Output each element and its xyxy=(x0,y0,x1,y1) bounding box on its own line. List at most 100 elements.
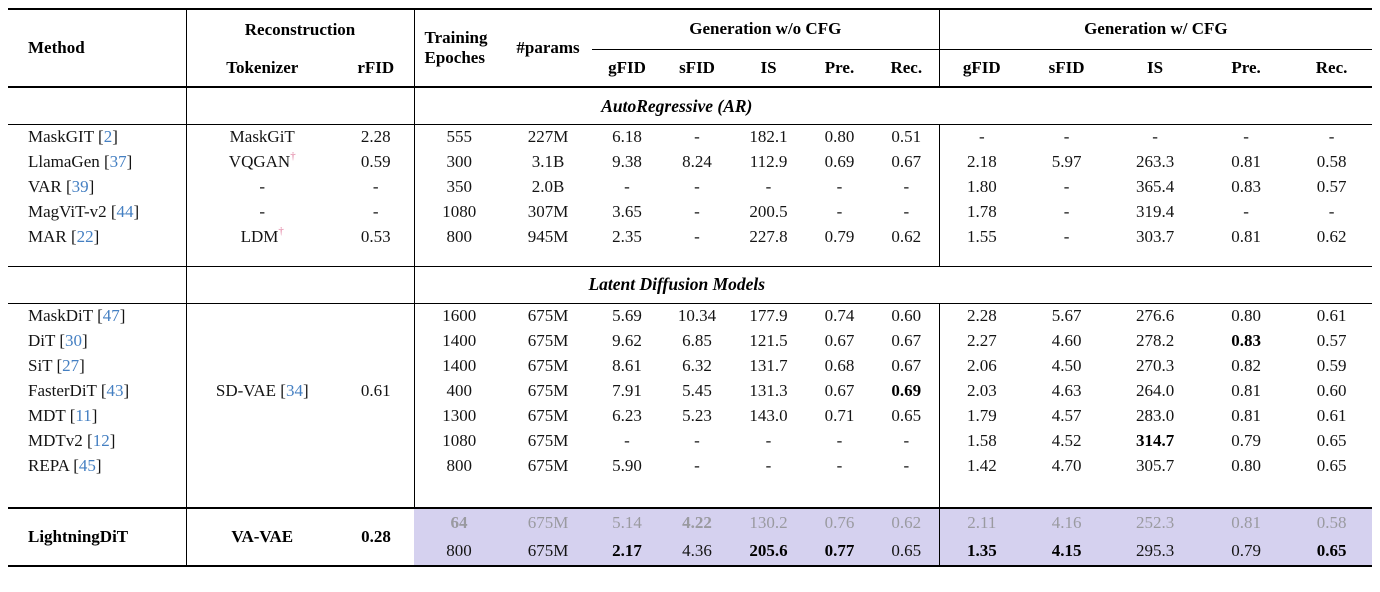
value-cell: 4.63 xyxy=(1051,380,1082,400)
value-cell: 305.7 xyxy=(1135,455,1175,475)
value-cell: - xyxy=(1328,201,1335,221)
value-cell: 112.9 xyxy=(749,151,788,171)
tokenizer-cell: MaskGiT xyxy=(229,126,295,146)
citation-link[interactable]: 27 xyxy=(62,355,80,375)
value-cell: 1080 xyxy=(442,201,477,221)
value-cell: 0.81 xyxy=(1231,226,1261,246)
method-cell: MDTv2 [12] xyxy=(8,428,187,453)
value-cell: 365.4 xyxy=(1135,176,1175,196)
value-cell: 5.23 xyxy=(682,405,712,425)
empty-cell xyxy=(414,478,940,508)
method-cell: MaskDiT [47] xyxy=(8,303,187,328)
col-header-params: #params xyxy=(504,8,593,88)
table-row: SiT [27] 1400 675M 8.61 6.32 131.7 0.68 0.67 2.0… xyxy=(8,353,1372,378)
citation-link[interactable]: 2 xyxy=(103,126,113,146)
method-cell: DiT [30] xyxy=(8,328,187,353)
citation-link[interactable]: 30 xyxy=(65,330,82,350)
value-cell: 4.50 xyxy=(1051,355,1082,375)
value-cell: 0.28 xyxy=(338,507,415,567)
citation-link[interactable]: 39 xyxy=(71,176,89,196)
value-cell: 0.65 xyxy=(1291,537,1373,567)
value-cell: - xyxy=(1243,126,1249,146)
value-cell: - xyxy=(836,201,843,221)
value-cell: 130.2 xyxy=(732,507,806,537)
value-cell: 177.9 xyxy=(749,305,788,325)
value-cell: 1.78 xyxy=(966,201,997,221)
training-epochs-line1: Training xyxy=(424,28,488,48)
value-cell: 0.57 xyxy=(1316,330,1347,350)
value-cell: 2.27 xyxy=(966,330,997,350)
table-row: REPA [45] 800 675M 5.90 - - - - 1.42 4.70 305.7 0.8… xyxy=(8,453,1372,478)
value-cell: 0.81 xyxy=(1231,151,1261,171)
table-row: DiT [30] 1400 675M 9.62 6.85 121.5 0.67 0.67 2.2… xyxy=(8,328,1372,353)
method-cell: VAR [39] xyxy=(8,174,187,199)
col-header-gen-wo-cfg: Generation w/o CFG xyxy=(592,8,940,50)
value-cell: 0.65 xyxy=(1316,430,1347,450)
value-cell: 4.15 xyxy=(1024,537,1110,567)
col-header-rec-wo: Rec. xyxy=(874,49,940,88)
tokenizer-cell: - xyxy=(259,201,266,221)
col-header-pre-wo: Pre. xyxy=(805,49,875,88)
value-cell: - xyxy=(836,176,843,196)
empty-cell xyxy=(186,478,415,508)
dagger-icon: † xyxy=(290,150,296,163)
citation-link[interactable]: 34 xyxy=(285,380,303,400)
value-cell: 0.79 xyxy=(824,226,855,246)
section-label: Latent Diffusion Models xyxy=(414,265,940,304)
value-cell: 6.85 xyxy=(682,330,712,350)
value-cell: - xyxy=(1063,126,1070,146)
value-cell: - xyxy=(1063,201,1070,221)
method-cell: REPA [45] xyxy=(8,453,187,478)
value-cell: 0.68 xyxy=(824,355,855,375)
citation-link[interactable]: 44 xyxy=(116,201,134,221)
value-cell: 1300 xyxy=(442,405,477,425)
value-cell: - xyxy=(978,126,985,146)
value-cell: - xyxy=(765,455,772,475)
value-cell: 200.5 xyxy=(749,201,788,221)
value-cell: 0.79 xyxy=(1231,430,1261,450)
value-cell: 2.06 xyxy=(966,355,997,375)
value-cell: 1.80 xyxy=(966,176,997,196)
value-cell: - xyxy=(694,455,700,475)
table-row: 800 675M 2.17 4.36 205.6 0.77 0.65 1.35 4.15 295.… xyxy=(8,537,1373,567)
value-cell: 303.7 xyxy=(1135,226,1175,246)
value-cell: 5.45 xyxy=(682,380,712,400)
method-cell: MagViT-v2 [44] xyxy=(8,199,187,224)
value-cell: - xyxy=(874,174,940,199)
value-cell: 319.4 xyxy=(1135,201,1175,221)
table-header: Method Reconstruction Training Epoches #… xyxy=(8,8,1373,88)
value-cell: 4.52 xyxy=(1051,430,1082,450)
empty-cell xyxy=(186,249,415,266)
value-cell: 0.62 xyxy=(874,224,940,249)
value-cell: 5.69 xyxy=(612,305,642,325)
value-cell: 0.71 xyxy=(824,405,855,425)
value-cell: - xyxy=(338,199,415,224)
citation-link[interactable]: 45 xyxy=(78,455,96,475)
citation-link[interactable]: 47 xyxy=(102,305,120,325)
value-cell: 5.14 xyxy=(592,507,663,537)
section-header-row: AutoRegressive (AR) xyxy=(8,86,1373,125)
value-cell: 1400 xyxy=(442,330,477,350)
method-cell: FasterDiT [43] xyxy=(8,378,187,403)
tokenizer-cell: SD-VAE [34] xyxy=(215,380,309,400)
value-cell: 0.80 xyxy=(1231,305,1261,325)
value-cell: 675M xyxy=(527,455,569,475)
value-cell: 0.62 xyxy=(1316,226,1347,246)
col-header-reconstruction: Reconstruction xyxy=(186,8,415,49)
citation-link[interactable]: 43 xyxy=(106,380,124,400)
citation-link[interactable]: 22 xyxy=(76,226,94,246)
value-cell: 800 xyxy=(446,455,473,475)
value-cell: 205.6 xyxy=(732,537,806,567)
col-header-is-w: IS xyxy=(1109,49,1202,88)
citation-link[interactable]: 12 xyxy=(92,430,110,450)
tokenizer-cell: - xyxy=(259,176,266,196)
col-header-pre-w: Pre. xyxy=(1201,49,1292,88)
value-cell: 400 xyxy=(446,380,473,400)
value-cell: 0.60 xyxy=(1316,380,1347,400)
citation-link[interactable]: 11 xyxy=(75,405,92,425)
citation-link[interactable]: 37 xyxy=(109,151,127,171)
value-cell: - xyxy=(624,430,630,450)
value-cell: 227.8 xyxy=(749,226,788,246)
value-cell: - xyxy=(836,430,843,450)
table-body: AutoRegressive (AR) MaskGIT [2] MaskGiT 2.2… xyxy=(8,86,1373,567)
